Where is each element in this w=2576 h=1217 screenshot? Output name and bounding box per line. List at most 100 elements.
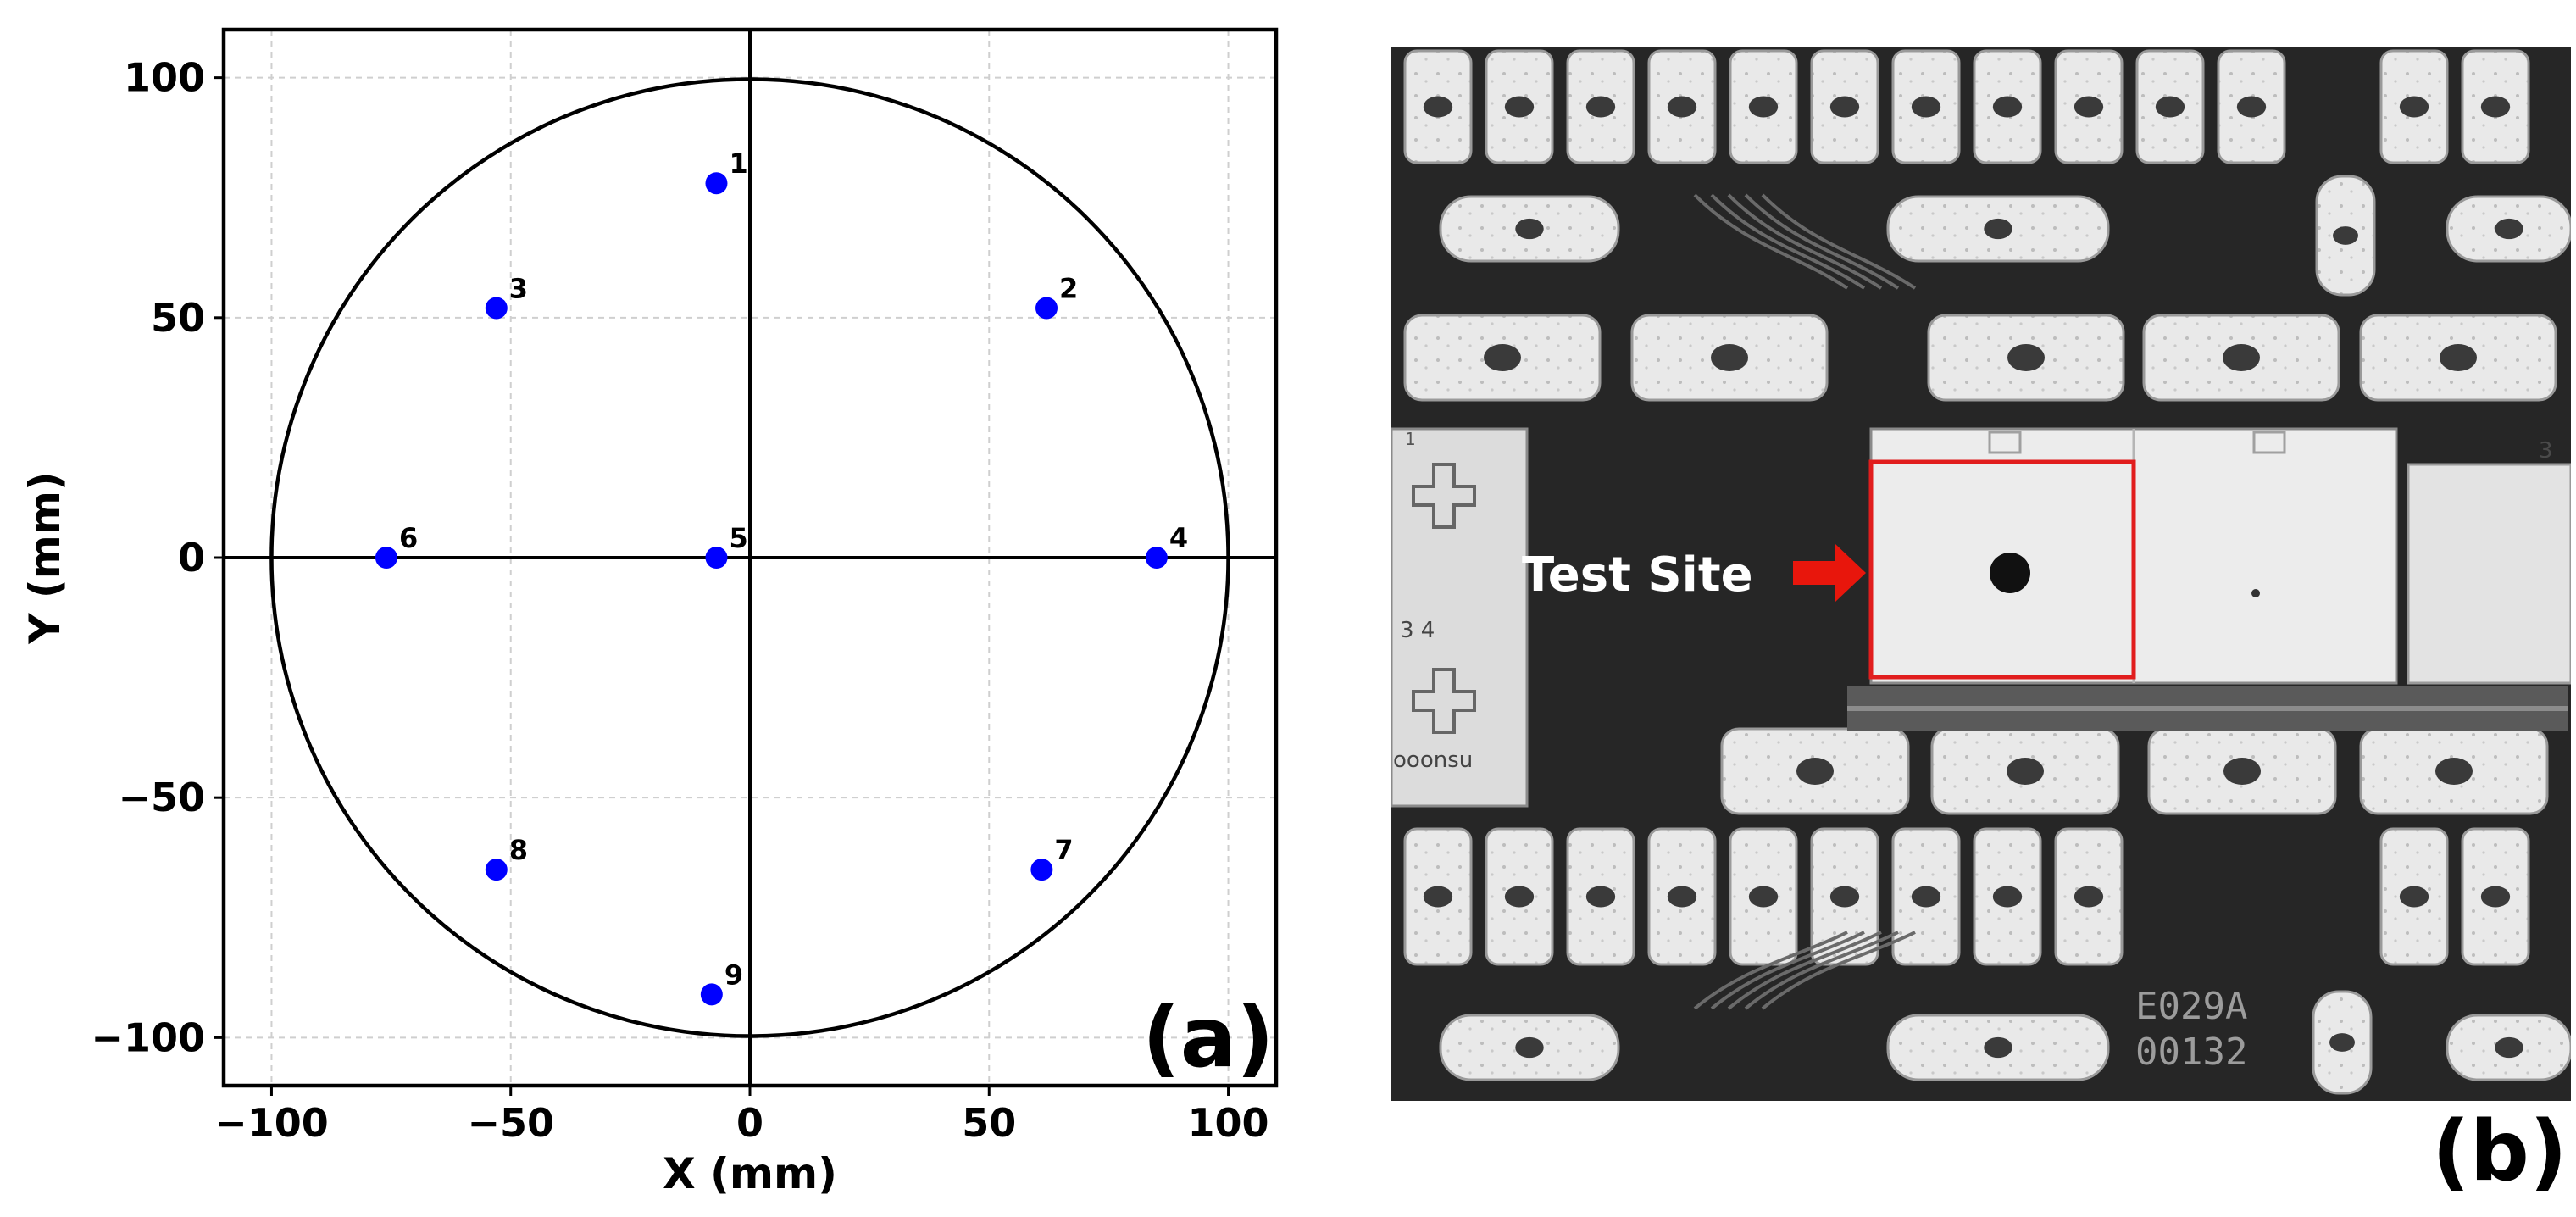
data-point-4 <box>1145 547 1168 569</box>
data-point-6 <box>375 547 397 569</box>
y-axis-label: Y (mm) <box>20 471 69 645</box>
pad-probe-mark <box>2007 344 2045 371</box>
wire-trace <box>1761 193 1917 290</box>
y-tick-label: −50 <box>118 775 205 820</box>
data-point-7 <box>1030 859 1053 881</box>
pad-probe-mark <box>1911 886 1941 908</box>
pad-label: 3 4 <box>1400 618 1435 643</box>
axis-ticks: −100 −50 0 50 100 −100 −50 0 50 100 <box>91 55 1269 1146</box>
pad-probe-mark <box>2223 344 2260 371</box>
wafer-outline <box>269 77 1230 1038</box>
pad-probe-mark <box>1667 96 1697 118</box>
pad-probe-mark <box>1504 96 1535 118</box>
alignment-cross-bottom <box>1412 668 1476 734</box>
pad-probe-mark <box>2440 344 2477 371</box>
die-marking-2: 00132 <box>2135 1031 2247 1074</box>
pad-probe-mark <box>1504 886 1535 908</box>
pad-probe-mark <box>1748 886 1779 908</box>
test-site-box <box>1868 459 2136 680</box>
pad-probe-mark <box>2329 1033 2355 1052</box>
corner-digit: 3 <box>2539 438 2553 464</box>
pad-probe-mark <box>2155 96 2185 118</box>
panel-a-tag: (a) <box>1142 990 1274 1086</box>
pad-probe-mark <box>1796 758 1834 785</box>
x-tick-label: −50 <box>467 1100 554 1146</box>
pad-probe-mark <box>1585 96 1616 118</box>
pad-probe-mark <box>2480 886 2511 908</box>
pad-probe-mark <box>1515 218 1544 240</box>
zero-axes <box>224 30 1276 1086</box>
pad-probe-mark <box>1992 886 2023 908</box>
pad-probe-mark <box>1585 886 1616 908</box>
data-point-2 <box>1035 297 1058 320</box>
micrograph-panel: 3 3 4 ooonsu 1 E029A 00132 Test Site (b) <box>1391 47 2571 1200</box>
micrograph-image: 3 3 4 ooonsu 1 E029A 00132 <box>1391 47 2571 1101</box>
pad-probe-mark <box>1984 218 2012 240</box>
point-label-1: 1 <box>729 147 747 180</box>
data-point-8 <box>485 859 508 881</box>
pad-probe-mark <box>1992 96 2023 118</box>
point-label-3: 3 <box>509 272 528 304</box>
x-tick-label: −100 <box>214 1100 329 1146</box>
wire-trace <box>1761 931 1916 1010</box>
test-site-arrow <box>1793 544 1866 602</box>
wafer-map-panel: 1 2 3 4 5 6 7 8 9 −100 −50 0 50 100 −100 −50 0 50 100 X (… <box>20 27 1279 1198</box>
point-label-6: 6 <box>399 522 418 554</box>
wire-trace <box>1693 193 1849 290</box>
pad-probe-mark <box>2223 758 2261 785</box>
die-marking-1: E029A <box>2135 985 2247 1028</box>
x-axis-label: X (mm) <box>663 1149 837 1198</box>
right-structure-block <box>2407 463 2571 685</box>
pad-probe-mark <box>2074 886 2104 908</box>
pad-probe-mark <box>1748 96 1779 118</box>
point-label-7: 7 <box>1054 834 1073 866</box>
pad-probe-mark <box>2074 96 2104 118</box>
data-point-3 <box>485 297 508 320</box>
pad-probe-mark <box>2495 1036 2523 1059</box>
pad-probe-mark <box>1423 886 1453 908</box>
pad-probe-mark <box>2236 96 2267 118</box>
point-label-8: 8 <box>509 834 528 866</box>
point-labels: 1 2 3 4 5 6 7 8 9 <box>399 147 1188 991</box>
x-tick-label: 0 <box>736 1100 763 1146</box>
pad-probe-mark <box>1984 1036 2012 1059</box>
alignment-cross-top <box>1412 463 1476 529</box>
data-point-1 <box>705 172 728 195</box>
wire-trace <box>1727 931 1882 1010</box>
pad-probe-mark <box>1911 96 1941 118</box>
point-label-9: 9 <box>724 959 743 991</box>
pad-probe-mark <box>1829 96 1860 118</box>
test-crater <box>1990 553 2030 593</box>
pad-probe-mark <box>1484 344 1521 371</box>
pad-probe-mark <box>2333 226 2358 245</box>
wire-trace <box>1710 931 1865 1010</box>
corner-digit-2: 1 <box>1405 429 1416 449</box>
pad-probe-mark <box>1515 1036 1544 1059</box>
pad-probe-mark <box>1711 344 1748 371</box>
pad-probe-mark <box>2007 758 2044 785</box>
wire-trace <box>1744 931 1899 1010</box>
wire-trace <box>1693 931 1848 1010</box>
data-point-9 <box>700 983 723 1006</box>
corner-text: ooonsu <box>1393 747 1473 773</box>
bond-pads <box>1403 49 2571 1095</box>
wire-trace <box>1744 193 1900 290</box>
data-point-5 <box>705 547 728 569</box>
y-tick-label: −100 <box>91 1014 205 1060</box>
wire-trace <box>1727 193 1883 290</box>
panel-b-tag: (b) <box>2432 1103 2568 1200</box>
point-label-2: 2 <box>1059 272 1078 304</box>
y-tick-label: 100 <box>124 55 205 101</box>
pad-probe-mark <box>2480 96 2511 118</box>
pad-probe-mark <box>2399 886 2429 908</box>
x-tick-label: 100 <box>1188 1100 1269 1146</box>
pad-probe-mark <box>2495 218 2523 240</box>
y-tick-label: 0 <box>178 535 205 581</box>
pad-probe-mark <box>1829 886 1860 908</box>
point-label-4: 4 <box>1169 522 1188 554</box>
small-mark <box>2251 589 2260 597</box>
measurement-points <box>375 172 1168 1006</box>
pad-probe-mark <box>1667 886 1697 908</box>
wire-trace <box>1710 193 1866 290</box>
pad-probe-mark <box>1423 96 1453 118</box>
